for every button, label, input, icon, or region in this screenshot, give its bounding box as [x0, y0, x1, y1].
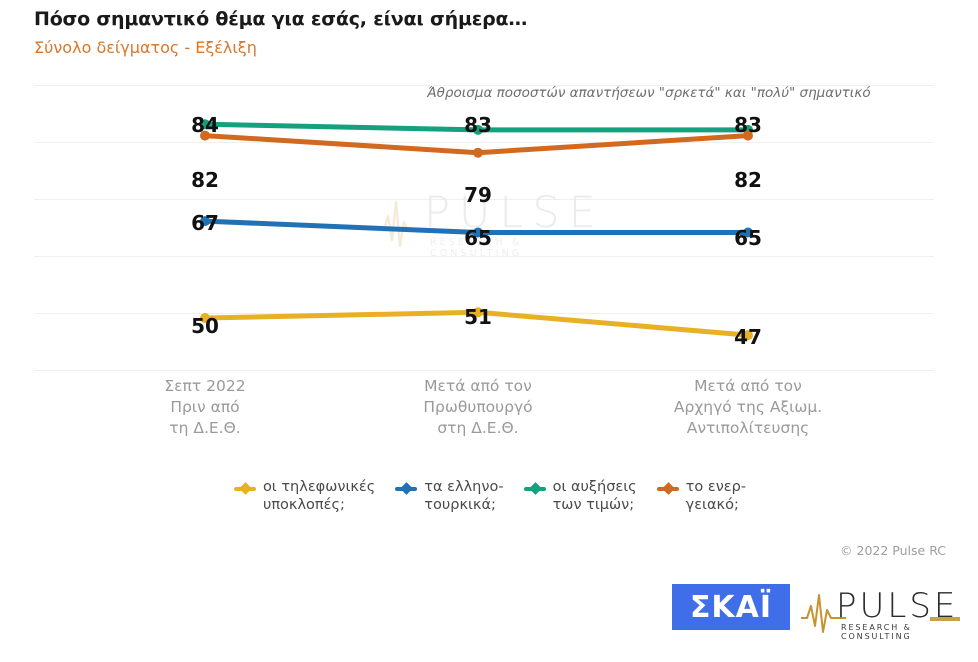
- data-label: 83: [734, 113, 762, 137]
- pulse-logo-tagline: RESEARCH & CONSULTING: [841, 623, 912, 641]
- gridline: [34, 199, 934, 200]
- data-label: 50: [191, 314, 219, 338]
- chart-legend: οι τηλεφωνικές υποκλοπές; τα ελληνο-τουρκ…: [200, 478, 780, 514]
- legend-item-price-increases[interactable]: οι αυξήσεις των τιμών;: [523, 478, 637, 514]
- x-axis-label: Μετά από τον Αρχηγό της Αξιωμ. Αντιπολίτ…: [633, 376, 863, 439]
- legend-label-line: των τιμών;: [552, 497, 635, 513]
- gridline: [34, 370, 934, 371]
- x-axis-label-line: Μετά από τον: [694, 377, 802, 395]
- waveform-icon: [801, 594, 846, 633]
- gridline: [34, 142, 934, 143]
- legend-label: το ενερ-γειακό;: [686, 478, 746, 514]
- page-title: Πόσο σημαντικό θέμα για εσάς, είναι σήμε…: [34, 8, 528, 30]
- data-label: 82: [734, 168, 762, 192]
- data-label: 82: [191, 168, 219, 192]
- legend-label-line: το ενερ-: [685, 479, 747, 495]
- x-axis-label: Μετά από τον Πρωθυπουργό στη Δ.Ε.Θ.: [363, 376, 593, 439]
- x-axis-label: Σεπτ 2022 Πριν από τη Δ.Ε.Θ.: [90, 376, 320, 439]
- legend-label-line: τουρκικά;: [424, 497, 496, 513]
- x-axis-label-line: στη Δ.Ε.Θ.: [437, 419, 519, 437]
- page-subtitle: Σύνολο δείγματος - Εξέλιξη: [34, 38, 257, 57]
- legend-item-energy[interactable]: το ενερ-γειακό;: [656, 478, 746, 514]
- legend-swatch-icon: [395, 480, 418, 496]
- x-axis-label-line: Πρωθυπουργό: [423, 398, 533, 416]
- skai-logo: ΣΚΑΪ: [672, 584, 790, 630]
- x-axis-label-line: Αρχηγό της Αξιωμ.: [673, 398, 823, 416]
- legend-item-telephone-taps[interactable]: οι τηλεφωνικές υποκλοπές;: [233, 478, 375, 514]
- chart-annotation: Άθροισμα ποσοστών απαντήσεων "σρκετά" κα…: [427, 85, 871, 101]
- gridline: [34, 85, 934, 86]
- data-label: 83: [464, 113, 492, 137]
- x-axis-label-line: Αντιπολίτευσης: [686, 419, 810, 437]
- pulse-logo: PULSE RESEARCH & CONSULTING: [800, 586, 965, 641]
- legend-label-line: οι αυξήσεις: [552, 479, 637, 495]
- legend-label-line: οι τηλεφωνικές: [262, 479, 376, 495]
- x-axis-label-line: Πριν από: [170, 398, 240, 416]
- legend-label-line: τα ελληνο-: [424, 479, 504, 495]
- legend-label-line: γειακό;: [685, 497, 739, 513]
- data-label: 51: [464, 305, 492, 329]
- data-label: 79: [464, 183, 492, 207]
- data-label: 47: [734, 325, 762, 349]
- skai-logo-text: ΣΚΑΪ: [689, 589, 773, 625]
- x-axis-label-line: τη Δ.Ε.Θ.: [169, 419, 241, 437]
- legend-label: οι αυξήσεις των τιμών;: [553, 478, 637, 514]
- copyright-text: © 2022 Pulse RC: [840, 543, 946, 558]
- legend-item-greek-turkish[interactable]: τα ελληνο-τουρκικά;: [395, 478, 504, 514]
- legend-label: οι τηλεφωνικές υποκλοπές;: [263, 478, 375, 514]
- data-label: 84: [191, 113, 219, 137]
- data-label: 67: [191, 211, 219, 235]
- gridline: [34, 256, 934, 257]
- x-axis-label-line: Σεπτ 2022: [164, 377, 246, 395]
- legend-label: τα ελληνο-τουρκικά;: [424, 478, 503, 514]
- x-axis-label-line: Μετά από τον: [424, 377, 532, 395]
- pulse-logo-rule: [930, 617, 960, 621]
- data-label: 65: [464, 226, 492, 250]
- data-label: 65: [734, 226, 762, 250]
- legend-swatch-icon: [233, 480, 256, 496]
- legend-label-line: υποκλοπές;: [262, 497, 345, 513]
- legend-swatch-icon: [523, 480, 546, 496]
- legend-swatch-icon: [656, 480, 679, 496]
